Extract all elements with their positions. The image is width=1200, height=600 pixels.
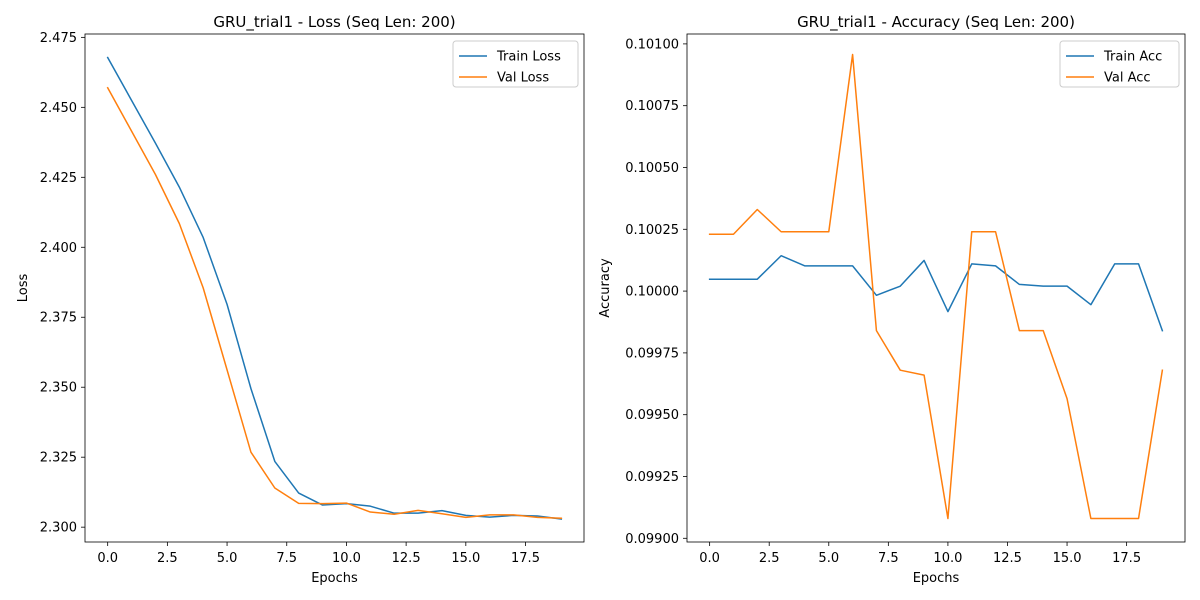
x-tick-label: 5.0 [217, 551, 238, 566]
x-tick-label: 0.0 [699, 551, 720, 566]
y-tick-label: 2.400 [40, 241, 77, 256]
y-tick-label: 2.300 [40, 521, 77, 536]
accuracy-chart: GRU_trial1 - Accuracy (Seq Len: 200) 0.0 2… [598, 13, 1185, 586]
y-tick-label: 0.10000 [625, 285, 679, 300]
y-tick-label: 2.425 [40, 171, 77, 186]
x-tick-label: 15.0 [1053, 551, 1082, 566]
plot-frame [687, 34, 1185, 542]
x-tick-label: 10.0 [933, 551, 962, 566]
loss-chart: GRU_trial1 - Loss (Seq Len: 200) 0.0 2.5 5.… [16, 13, 584, 586]
x-tick-label: 2.5 [157, 551, 178, 566]
y-tick-label: 0.09925 [625, 470, 679, 485]
series-line-train-acc [710, 256, 1163, 331]
x-tick-label: 12.5 [993, 551, 1022, 566]
plot-frame [85, 34, 584, 542]
x-tick-label: 7.5 [276, 551, 297, 566]
y-tick-label: 2.350 [40, 381, 77, 396]
x-tick-label: 5.0 [818, 551, 839, 566]
legend: Train Acc Val Acc [1060, 41, 1179, 87]
legend-label: Val Loss [497, 71, 549, 86]
x-tick-label: 10.0 [332, 551, 361, 566]
x-tick-label: 17.5 [511, 551, 540, 566]
y-tick-label: 2.475 [40, 31, 77, 46]
x-axis-label: Epochs [913, 571, 960, 586]
x-tick-label: 12.5 [392, 551, 421, 566]
series-line-val-loss [108, 88, 562, 518]
y-tick-label: 2.375 [40, 311, 77, 326]
series-line-train-loss [108, 58, 562, 520]
x-tick-label: 7.5 [878, 551, 899, 566]
acc-chart-title: GRU_trial1 - Accuracy (Seq Len: 200) [797, 13, 1075, 32]
y-tick-label: 0.10075 [625, 99, 679, 114]
y-tick-label: 2.450 [40, 101, 77, 116]
y-tick-label: 0.10050 [625, 161, 679, 176]
y-tick-label: 0.10025 [625, 223, 679, 238]
x-tick-label: 2.5 [759, 551, 780, 566]
y-tick-label: 0.09950 [625, 408, 679, 423]
y-tick-label: 0.10100 [625, 37, 679, 52]
legend-label: Train Loss [496, 50, 561, 65]
x-axis-label: Epochs [311, 571, 358, 586]
loss-chart-title: GRU_trial1 - Loss (Seq Len: 200) [213, 13, 455, 32]
x-tick-label: 17.5 [1112, 551, 1141, 566]
y-tick-label: 0.09975 [625, 346, 679, 361]
y-axis-label: Accuracy [598, 258, 613, 318]
legend-label: Train Acc [1103, 50, 1162, 65]
legend: Train Loss Val Loss [453, 41, 578, 87]
y-tick-label: 2.325 [40, 451, 77, 466]
x-tick-label: 15.0 [451, 551, 480, 566]
x-tick-label: 0.0 [97, 551, 118, 566]
legend-label: Val Acc [1104, 71, 1151, 86]
y-axis-label: Loss [16, 274, 31, 303]
y-tick-label: 0.09900 [625, 532, 679, 547]
